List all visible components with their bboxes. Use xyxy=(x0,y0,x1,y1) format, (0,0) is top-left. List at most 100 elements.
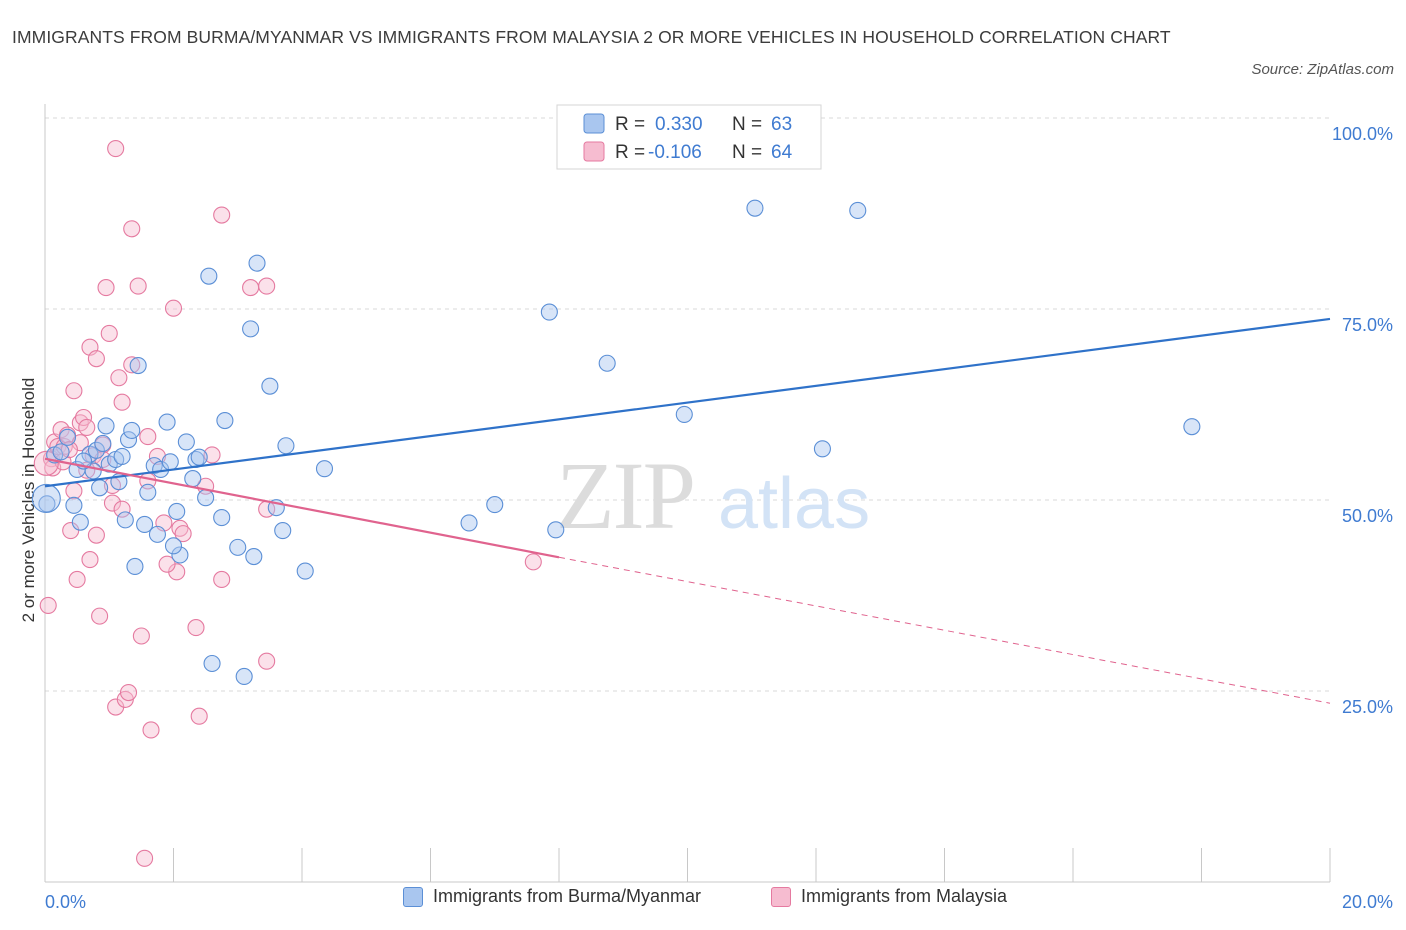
point-burma xyxy=(540,303,558,321)
point-burma xyxy=(261,377,279,395)
stats-legend: R = 0.330 N = 63 R = -0.106 N = 64 xyxy=(556,104,822,170)
point-malaysia xyxy=(62,522,80,540)
point-burma xyxy=(675,405,693,423)
point-burma xyxy=(94,434,112,453)
point-malaysia xyxy=(213,206,231,224)
y-tick-label: 50.0% xyxy=(1342,506,1393,526)
series-malaysia-points xyxy=(33,140,542,867)
point-burma xyxy=(200,267,218,285)
point-malaysia xyxy=(78,418,96,436)
point-malaysia xyxy=(65,382,83,400)
point-malaysia xyxy=(103,494,122,512)
legend-swatch-burma-bottom xyxy=(403,886,423,907)
point-malaysia xyxy=(113,393,131,411)
legend-n-label-burma: N = xyxy=(732,114,762,135)
point-burma xyxy=(136,515,154,533)
point-burma xyxy=(119,431,138,449)
point-burma xyxy=(598,354,616,372)
legend-item-burma[interactable]: Immigrants from Burma/Myanmar xyxy=(403,886,701,907)
legend-n-value-burma: 63 xyxy=(771,114,792,135)
point-burma xyxy=(813,440,831,458)
point-burma xyxy=(71,513,89,531)
point-malaysia xyxy=(171,519,189,537)
point-malaysia xyxy=(110,369,128,387)
point-burma xyxy=(1183,418,1201,436)
legend-r-value-burma: 0.330 xyxy=(655,114,703,135)
point-malaysia xyxy=(174,525,192,543)
point-burma xyxy=(315,460,334,478)
point-malaysia xyxy=(100,324,118,342)
point-burma xyxy=(158,413,176,431)
point-burma xyxy=(113,447,131,466)
point-burma xyxy=(91,479,109,497)
point-malaysia xyxy=(203,446,221,464)
point-burma xyxy=(184,470,202,488)
point-malaysia xyxy=(164,299,183,317)
trend-lines xyxy=(44,317,1331,704)
point-burma xyxy=(126,557,144,576)
legend-n-value-malaysia: 64 xyxy=(771,142,793,163)
point-burma xyxy=(248,254,266,272)
axes xyxy=(44,104,1331,883)
point-burma xyxy=(746,199,764,217)
point-burma-large xyxy=(31,483,61,514)
point-malaysia xyxy=(136,849,154,867)
point-malaysia xyxy=(142,721,160,739)
point-malaysia xyxy=(242,279,260,297)
legend-swatch-malaysia xyxy=(583,141,605,162)
point-malaysia xyxy=(107,140,125,158)
y-tick-label: 25.0% xyxy=(1342,697,1393,717)
gridlines xyxy=(45,117,1330,692)
point-burma xyxy=(177,433,195,451)
point-burma xyxy=(242,320,260,338)
point-burma xyxy=(460,514,478,532)
legend-swatch-malaysia-bottom xyxy=(771,886,791,907)
point-malaysia xyxy=(87,526,105,544)
legend-r-value-malaysia: -0.106 xyxy=(648,142,702,163)
point-burma xyxy=(171,546,189,564)
point-malaysia xyxy=(187,619,205,637)
point-malaysia xyxy=(119,683,138,702)
point-malaysia xyxy=(132,627,150,645)
point-malaysia xyxy=(213,570,231,589)
point-burma xyxy=(52,443,70,461)
point-malaysia xyxy=(129,277,147,295)
point-malaysia xyxy=(87,350,105,368)
point-burma xyxy=(87,441,105,459)
point-burma xyxy=(123,421,141,440)
point-malaysia xyxy=(81,551,99,569)
point-burma xyxy=(148,525,166,543)
source-label: Source: ZipAtlas.com xyxy=(1251,61,1394,78)
point-malaysia xyxy=(65,482,83,500)
point-burma xyxy=(65,496,83,514)
point-burma xyxy=(547,521,565,539)
point-malaysia xyxy=(123,220,141,238)
point-malaysia xyxy=(97,279,115,297)
legend-item-malaysia[interactable]: Immigrants from Malaysia xyxy=(771,886,1007,907)
point-malaysia xyxy=(68,570,86,589)
y-tick-label: 75.0% xyxy=(1342,315,1393,335)
point-burma xyxy=(168,502,186,521)
point-burma xyxy=(139,483,157,501)
x-tick-label-min: 0.0% xyxy=(45,892,86,912)
point-burma xyxy=(213,509,231,527)
point-burma xyxy=(164,537,183,555)
point-malaysia-large xyxy=(33,450,59,476)
point-burma xyxy=(129,356,147,375)
legend-swatch-burma xyxy=(583,113,605,134)
point-burma xyxy=(97,417,115,435)
series-burma-points xyxy=(31,199,1201,686)
point-malaysia xyxy=(190,707,208,725)
point-burma xyxy=(197,489,215,507)
x-tick-label-max: 20.0% xyxy=(1342,892,1393,912)
trend-line-burma xyxy=(44,317,1331,488)
point-burma xyxy=(229,538,247,556)
chart-title: IMMIGRANTS FROM BURMA/MYANMAR VS IMMIGRA… xyxy=(12,27,1171,47)
point-malaysia xyxy=(524,553,542,571)
point-burma xyxy=(235,667,253,686)
legend-n-label-malaysia: N = xyxy=(732,142,762,163)
point-burma xyxy=(58,428,77,446)
point-burma xyxy=(216,411,234,430)
point-malaysia xyxy=(113,500,131,518)
point-malaysia xyxy=(75,408,93,427)
